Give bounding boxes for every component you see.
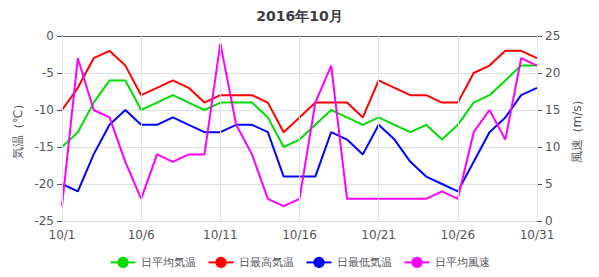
svg-text:気温（℃）: 気温（℃） bbox=[11, 98, 25, 159]
svg-text:10/16: 10/16 bbox=[282, 228, 317, 242]
svg-text:10/1: 10/1 bbox=[49, 228, 76, 242]
svg-text:-5: -5 bbox=[42, 66, 54, 80]
svg-text:10/21: 10/21 bbox=[361, 228, 396, 242]
svg-text:-10: -10 bbox=[34, 103, 54, 117]
svg-text:-20: -20 bbox=[34, 177, 54, 191]
svg-text:10: 10 bbox=[545, 140, 560, 154]
svg-text:15: 15 bbox=[545, 103, 560, 117]
svg-text:10/6: 10/6 bbox=[128, 228, 155, 242]
svg-text:0: 0 bbox=[46, 29, 54, 43]
svg-text:5: 5 bbox=[545, 177, 553, 191]
svg-text:10/11: 10/11 bbox=[203, 228, 238, 242]
svg-text:日平均気温: 日平均気温 bbox=[141, 256, 196, 269]
svg-text:風速（m/s）: 風速（m/s） bbox=[570, 94, 584, 164]
svg-text:日平均風速: 日平均風速 bbox=[435, 256, 490, 269]
svg-text:2016年10月: 2016年10月 bbox=[256, 8, 342, 24]
svg-text:25: 25 bbox=[545, 29, 560, 43]
svg-text:10/31: 10/31 bbox=[520, 228, 555, 242]
svg-text:日最低気温: 日最低気温 bbox=[337, 256, 392, 269]
svg-text:20: 20 bbox=[545, 66, 560, 80]
svg-text:-15: -15 bbox=[34, 140, 54, 154]
svg-text:-25: -25 bbox=[34, 214, 54, 228]
svg-text:日最高気温: 日最高気温 bbox=[239, 256, 294, 269]
svg-text:0: 0 bbox=[545, 214, 553, 228]
svg-text:10/26: 10/26 bbox=[441, 228, 476, 242]
